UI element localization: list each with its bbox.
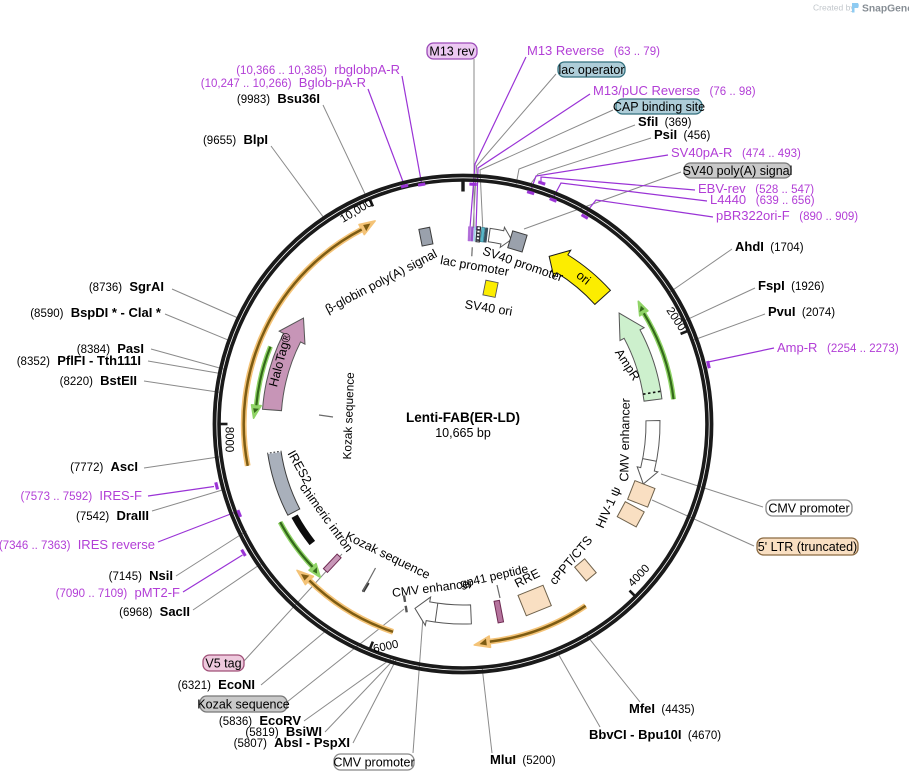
svg-text:ori: ori <box>574 268 594 288</box>
svg-text:(7542) DraIII: (7542) DraIII <box>76 508 149 523</box>
svg-text:M13 rev: M13 rev <box>429 44 475 58</box>
svg-text:(8352) PflFI - Tth111I: (8352) PflFI - Tth111I <box>17 353 141 368</box>
svg-text:(6321) EcoNI: (6321) EcoNI <box>178 677 255 692</box>
svg-text:(9655) BlpI: (9655) BlpI <box>203 132 268 147</box>
svg-text:FspI (1926): FspI (1926) <box>758 278 825 293</box>
svg-text:(8384) PasI: (8384) PasI <box>77 341 144 356</box>
svg-text:M13/pUC Reverse (76 .. 98): M13/pUC Reverse (76 .. 98) <box>593 83 756 98</box>
svg-text:5' LTR (truncated): 5' LTR (truncated) <box>758 540 857 554</box>
svg-text:(7573 .. 7592) IRES-F: (7573 .. 7592) IRES-F <box>21 488 143 503</box>
svg-text:CMV promoter: CMV promoter <box>333 755 414 769</box>
svg-text:(8736) SgrAI: (8736) SgrAI <box>89 279 164 294</box>
svg-text:(7346 .. 7363) IRES reverse: (7346 .. 7363) IRES reverse <box>0 537 155 552</box>
svg-text:Amp-R (2254 .. 2273): Amp-R (2254 .. 2273) <box>777 340 899 355</box>
svg-text:SnapGene: SnapGene <box>862 4 909 15</box>
svg-text:PvuI (2074): PvuI (2074) <box>768 304 835 319</box>
svg-text:CMV promoter: CMV promoter <box>768 501 849 515</box>
svg-text:M13 Reverse (63 .. 79): M13 Reverse (63 .. 79) <box>527 43 660 58</box>
svg-text:(5836) EcoRV: (5836) EcoRV <box>219 713 301 728</box>
svg-text:AhdI (1704): AhdI (1704) <box>735 239 804 254</box>
svg-text:V5 tag: V5 tag <box>205 656 241 670</box>
svg-text:lac operator: lac operator <box>558 63 624 77</box>
svg-text:SV40pA-R (474 .. 493): SV40pA-R (474 .. 493) <box>671 145 801 160</box>
svg-text:SfiI (369): SfiI (369) <box>638 114 692 129</box>
svg-text:(9983) Bsu36I: (9983) Bsu36I <box>237 91 320 106</box>
svg-text:pBR322ori-F (890 .. 909): pBR322ori-F (890 .. 909) <box>716 208 858 223</box>
svg-text:Lenti-FAB(ER-LD): Lenti-FAB(ER-LD) <box>406 410 520 425</box>
svg-text:(6968) SacII: (6968) SacII <box>119 604 190 619</box>
svg-text:EBV-rev (528 .. 547): EBV-rev (528 .. 547) <box>698 181 814 196</box>
svg-text:CAP binding site: CAP binding site <box>613 100 705 114</box>
svg-text:(7772) AscI: (7772) AscI <box>70 459 138 474</box>
svg-text:Kozak sequence: Kozak sequence <box>340 372 357 460</box>
svg-text:(5819) BsiWI: (5819) BsiWI <box>245 724 322 739</box>
svg-text:6000: 6000 <box>372 639 400 656</box>
svg-text:(8220) BstEII: (8220) BstEII <box>60 373 137 388</box>
svg-text:PsiI (456): PsiI (456) <box>654 127 711 142</box>
svg-text:(7145) NsiI: (7145) NsiI <box>109 568 173 583</box>
svg-text:(10,366 .. 10,385) rbglobpA-R: (10,366 .. 10,385) rbglobpA-R <box>236 62 400 77</box>
svg-text:MluI (5200): MluI (5200) <box>490 752 556 767</box>
svg-text:(5807) AbsI - PspXI: (5807) AbsI - PspXI <box>234 735 350 750</box>
svg-text:(8590) BspDI * - ClaI *: (8590) BspDI * - ClaI * <box>30 305 162 320</box>
svg-text:Kozak sequence: Kozak sequence <box>197 697 289 711</box>
svg-text:(10,247 .. 10,266) Bglob-pA-R: (10,247 .. 10,266) Bglob-pA-R <box>201 75 366 90</box>
svg-text:10,665 bp: 10,665 bp <box>435 426 491 440</box>
svg-text:BbvCI - Bpu10I (4670): BbvCI - Bpu10I (4670) <box>589 727 721 742</box>
svg-text:Created by: Created by <box>813 3 855 13</box>
svg-text:8000: 8000 <box>223 427 235 453</box>
svg-text:(7090 .. 7109) pMT2-F: (7090 .. 7109) pMT2-F <box>56 585 180 600</box>
svg-text:L4440 (639 .. 656): L4440 (639 .. 656) <box>710 192 815 207</box>
svg-text:MfeI (4435): MfeI (4435) <box>629 701 695 716</box>
svg-text:CMV enhancer: CMV enhancer <box>617 398 632 482</box>
svg-text:SV40 poly(A) signal: SV40 poly(A) signal <box>683 164 793 178</box>
